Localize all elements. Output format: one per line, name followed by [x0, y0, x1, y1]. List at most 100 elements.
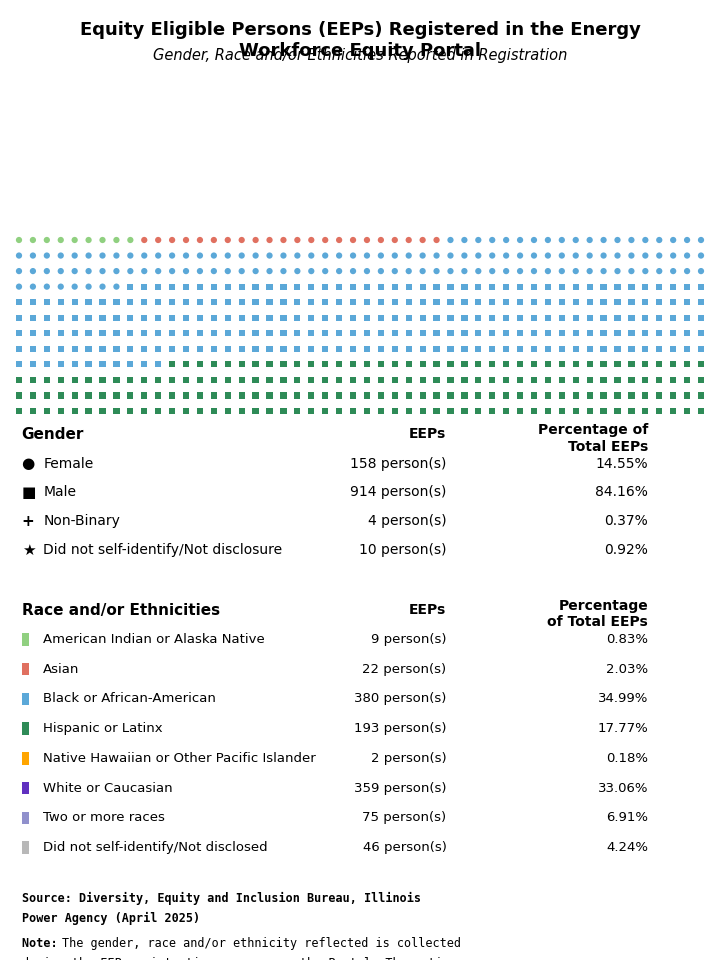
Point: [487, 543, 498, 559]
Point: [333, 466, 345, 481]
Point: [138, 263, 150, 278]
Point: [83, 559, 94, 574]
Point: [375, 388, 387, 403]
Point: [584, 466, 595, 481]
Point: [236, 450, 248, 466]
Point: [472, 357, 484, 372]
Point: [514, 481, 526, 496]
Point: [264, 295, 275, 310]
Point: [138, 528, 150, 543]
Point: [55, 543, 66, 559]
Point: [556, 419, 567, 434]
Point: [13, 528, 24, 543]
Point: [487, 341, 498, 356]
Point: [111, 263, 122, 278]
Point: [138, 357, 150, 372]
Point: [403, 388, 415, 403]
Point: [278, 248, 289, 263]
Point: [598, 466, 609, 481]
Point: [320, 450, 331, 466]
Point: [500, 512, 512, 527]
Point: [166, 325, 178, 341]
Point: [305, 263, 317, 278]
Point: [27, 466, 39, 481]
Point: [459, 263, 470, 278]
Point: [528, 248, 540, 263]
Point: [681, 341, 693, 356]
Point: [278, 403, 289, 419]
Point: [250, 263, 261, 278]
Point: [417, 372, 428, 388]
Point: [598, 403, 609, 419]
Point: [222, 419, 233, 434]
Point: [69, 512, 81, 527]
Point: [403, 279, 415, 295]
Point: [681, 419, 693, 434]
Point: [584, 341, 595, 356]
Point: [528, 388, 540, 403]
Point: [681, 372, 693, 388]
Point: [125, 263, 136, 278]
Point: [153, 419, 164, 434]
Point: [417, 403, 428, 419]
Text: 0.92%: 0.92%: [604, 543, 648, 557]
Point: [472, 310, 484, 325]
Point: [389, 419, 400, 434]
Point: [598, 372, 609, 388]
Point: [41, 403, 53, 419]
Point: [639, 310, 651, 325]
Point: [180, 310, 192, 325]
Point: [305, 279, 317, 295]
Point: [667, 512, 679, 527]
Point: [83, 295, 94, 310]
Point: [472, 481, 484, 496]
Point: [514, 279, 526, 295]
Point: [472, 232, 484, 248]
Point: [264, 279, 275, 295]
Point: [612, 450, 624, 466]
Point: [528, 403, 540, 419]
Point: [556, 295, 567, 310]
Point: [83, 403, 94, 419]
Text: 34.99%: 34.99%: [598, 692, 648, 706]
Point: [27, 450, 39, 466]
Point: [55, 435, 66, 450]
Point: [667, 528, 679, 543]
Point: [166, 559, 178, 574]
Point: [320, 481, 331, 496]
Point: [654, 295, 665, 310]
Point: [69, 466, 81, 481]
Point: [194, 232, 206, 248]
Text: Did not self-identify/Not disclosure: Did not self-identify/Not disclosure: [43, 543, 282, 557]
Point: [431, 450, 442, 466]
Point: [487, 419, 498, 434]
Point: [417, 310, 428, 325]
Point: [459, 295, 470, 310]
Point: [13, 388, 24, 403]
Point: [667, 388, 679, 403]
Point: [194, 357, 206, 372]
Point: [639, 512, 651, 527]
Point: [333, 248, 345, 263]
Point: [41, 295, 53, 310]
Point: [417, 279, 428, 295]
Point: [166, 512, 178, 527]
Point: [361, 419, 373, 434]
Point: [639, 435, 651, 450]
Point: [431, 263, 442, 278]
Point: [264, 403, 275, 419]
Point: [542, 481, 554, 496]
Point: [153, 310, 164, 325]
Point: [459, 512, 470, 527]
Point: [514, 310, 526, 325]
Point: [305, 341, 317, 356]
Point: [222, 388, 233, 403]
Point: [681, 325, 693, 341]
Point: [250, 310, 261, 325]
Point: [27, 481, 39, 496]
Point: [166, 388, 178, 403]
Point: [138, 232, 150, 248]
Point: [375, 528, 387, 543]
Point: [500, 263, 512, 278]
Point: [487, 481, 498, 496]
